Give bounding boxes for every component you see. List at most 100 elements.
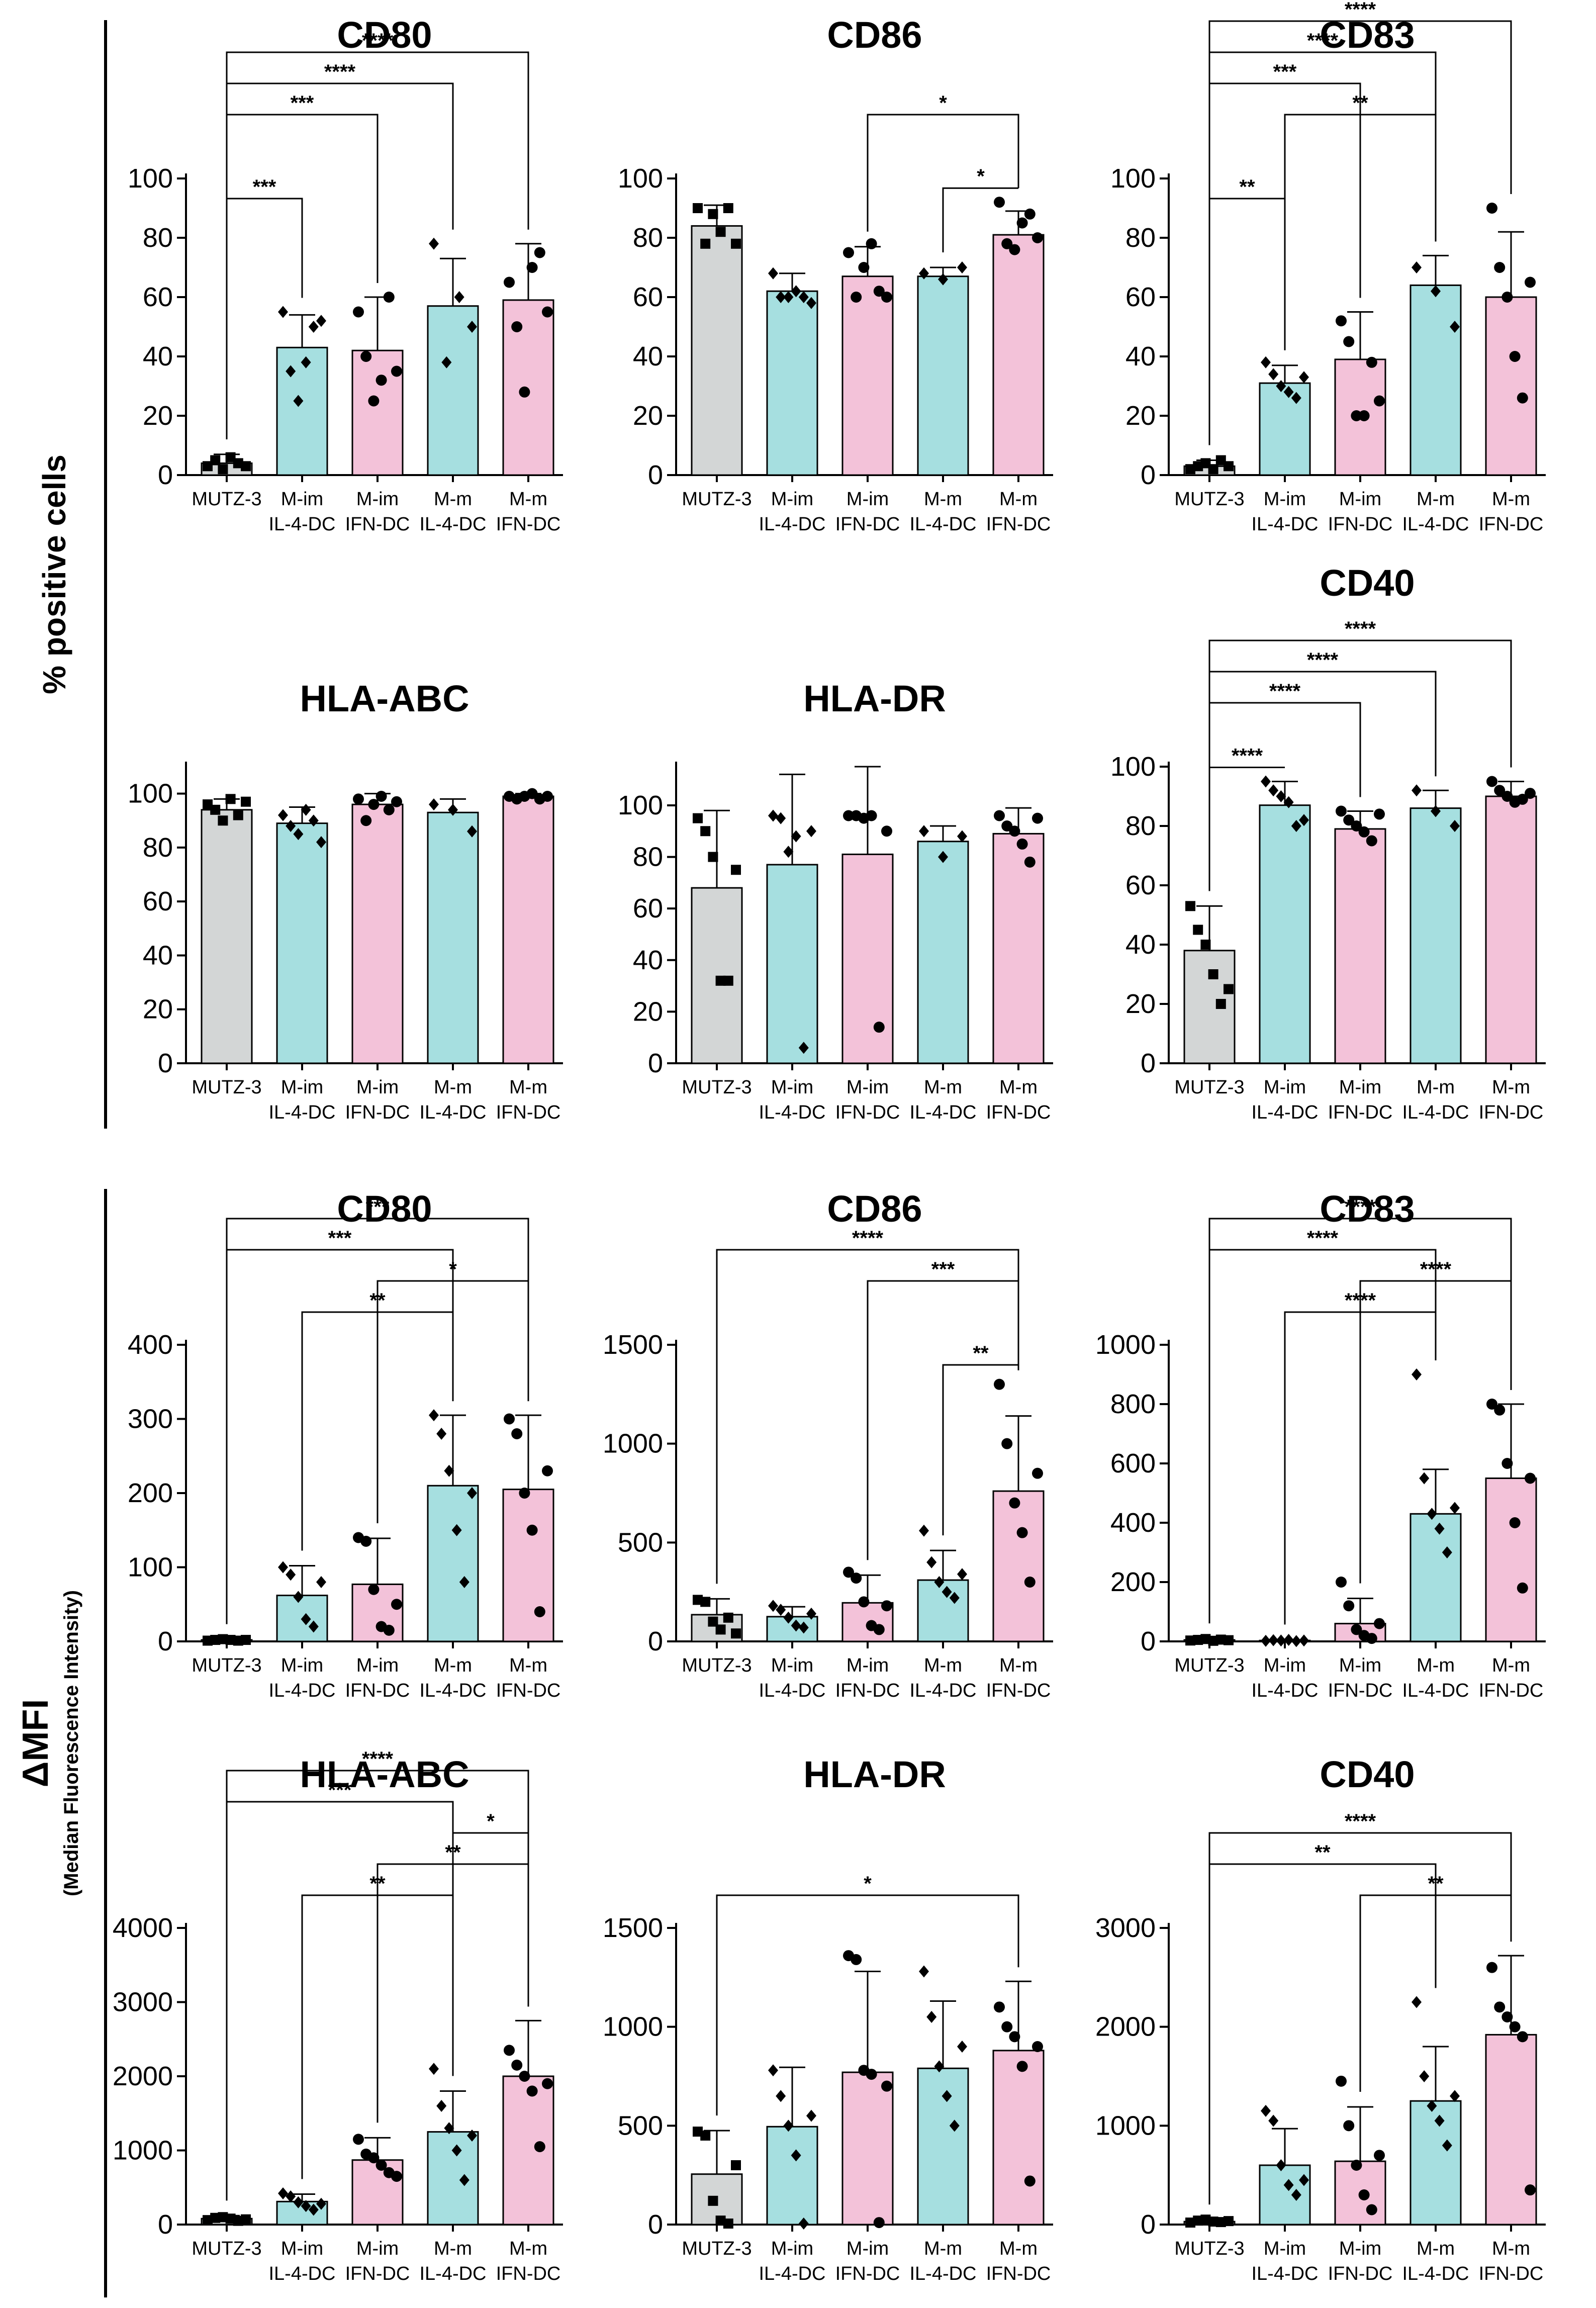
- data-point: [1336, 1577, 1347, 1588]
- x-tick-label: IL-4-DC: [419, 2263, 486, 2284]
- x-tick-label: IL-4-DC: [1251, 2263, 1318, 2284]
- y-tick-label: 0: [158, 1626, 173, 1656]
- data-point: [851, 292, 862, 303]
- x-tick-label: IL-4-DC: [419, 1102, 486, 1123]
- bar: [918, 842, 968, 1063]
- data-point: [1366, 1633, 1377, 1644]
- data-point: [716, 1624, 726, 1634]
- data-point: [309, 321, 319, 333]
- y-tick-label: 400: [128, 1330, 173, 1360]
- x-tick-label: MUTZ-3: [1174, 489, 1244, 510]
- chart-title: CD86: [827, 1188, 922, 1230]
- data-point: [1525, 788, 1536, 799]
- y-axis-label: % positive cells: [36, 454, 72, 694]
- x-tick-label: M-m: [1417, 2238, 1455, 2259]
- x-tick-label: M-m: [434, 1077, 472, 1098]
- x-tick-label: IFN-DC: [1479, 1680, 1544, 1701]
- bar: [767, 2127, 817, 2225]
- y-tick-label: 400: [1110, 1508, 1156, 1538]
- data-point: [926, 1556, 936, 1568]
- data-point: [994, 810, 1005, 821]
- bar: [692, 226, 742, 475]
- data-point: [1261, 776, 1271, 788]
- data-point: [1517, 1583, 1528, 1594]
- x-tick-label: M-im: [847, 489, 889, 510]
- x-tick-label: M-im: [281, 2238, 323, 2259]
- x-tick-label: M-m: [924, 2238, 962, 2259]
- data-point: [534, 1606, 545, 1617]
- data-point: [731, 1628, 741, 1638]
- data-point: [1017, 2061, 1028, 2072]
- x-tick-label: MUTZ-3: [682, 1655, 752, 1676]
- x-tick-label: IFN-DC: [345, 2263, 410, 2284]
- x-tick-label: M-m: [434, 2238, 472, 2259]
- data-point: [353, 793, 364, 804]
- data-point: [768, 809, 778, 821]
- data-point: [1366, 836, 1377, 847]
- data-point: [957, 261, 967, 273]
- data-point: [1336, 806, 1347, 817]
- y-tick-label: 60: [1125, 870, 1156, 900]
- data-point: [241, 1635, 251, 1645]
- data-point: [511, 2060, 522, 2071]
- y-tick-label: 0: [1141, 1048, 1156, 1078]
- bar: [1260, 805, 1310, 1063]
- x-tick-label: M-im: [771, 2238, 813, 2259]
- x-tick-label: IL-4-DC: [909, 1680, 976, 1701]
- y-tick-label: 100: [1110, 163, 1156, 194]
- significance-label: ****: [362, 30, 394, 52]
- x-tick-label: M-im: [1264, 1655, 1306, 1676]
- y-tick-label: 40: [143, 940, 173, 970]
- x-tick-label: IL-4-DC: [1402, 2263, 1469, 2284]
- data-point: [368, 1584, 379, 1595]
- x-tick-label: MUTZ-3: [192, 489, 261, 510]
- x-tick-label: IL-4-DC: [268, 1680, 335, 1701]
- data-point: [874, 1022, 885, 1033]
- data-point: [1486, 203, 1497, 214]
- bar: [842, 854, 893, 1063]
- bar: [993, 235, 1044, 475]
- x-tick-label: M-im: [356, 489, 399, 510]
- data-point: [1412, 784, 1422, 796]
- x-tick-label: M-m: [1492, 1077, 1530, 1098]
- data-point: [731, 239, 741, 249]
- y-tick-label: 1000: [113, 2136, 173, 2166]
- x-tick-label: M-m: [1492, 489, 1530, 510]
- data-point: [436, 1428, 446, 1440]
- data-point: [1374, 396, 1385, 407]
- data-point: [360, 1536, 371, 1547]
- x-tick-label: IFN-DC: [835, 514, 900, 535]
- significance-label: *: [487, 1810, 495, 1832]
- bar: [1260, 383, 1310, 475]
- data-point: [866, 238, 877, 249]
- figure-canvas: % positive cellsΔMFI (Median Fluorescence…: [0, 0, 1596, 2308]
- y-tick-label: 100: [618, 790, 663, 820]
- data-point: [708, 209, 718, 219]
- y-axis-label-group: % positive cells: [36, 454, 72, 694]
- data-point: [504, 277, 515, 288]
- y-tick-label: 20: [143, 994, 173, 1025]
- data-point: [542, 1465, 553, 1476]
- data-point: [1419, 1472, 1429, 1485]
- data-point: [391, 2171, 402, 2182]
- data-point: [233, 810, 243, 820]
- y-tick-label: 20: [1125, 401, 1156, 431]
- y-tick-label: 0: [648, 460, 663, 490]
- y-tick-label: 80: [143, 833, 173, 863]
- data-point: [1374, 808, 1385, 819]
- chart-panel: CD86050010001500MUTZ-3 M-imIL-4-DCM-imIFN…: [603, 1188, 1053, 1701]
- significance-bracket: [227, 1802, 453, 2200]
- data-point: [1193, 925, 1203, 935]
- data-point: [1359, 410, 1370, 421]
- significance-label: ****: [1345, 1196, 1376, 1218]
- data-point: [1224, 2216, 1234, 2226]
- data-point: [1185, 901, 1195, 911]
- x-tick-label: IFN-DC: [835, 1102, 900, 1123]
- data-point: [1017, 218, 1028, 229]
- x-tick-label: M-m: [924, 1077, 962, 1098]
- data-point: [286, 1568, 296, 1581]
- data-point: [1412, 261, 1422, 273]
- data-point: [1525, 2184, 1536, 2195]
- data-point: [1009, 825, 1020, 837]
- chart-title: HLA-DR: [803, 1753, 946, 1795]
